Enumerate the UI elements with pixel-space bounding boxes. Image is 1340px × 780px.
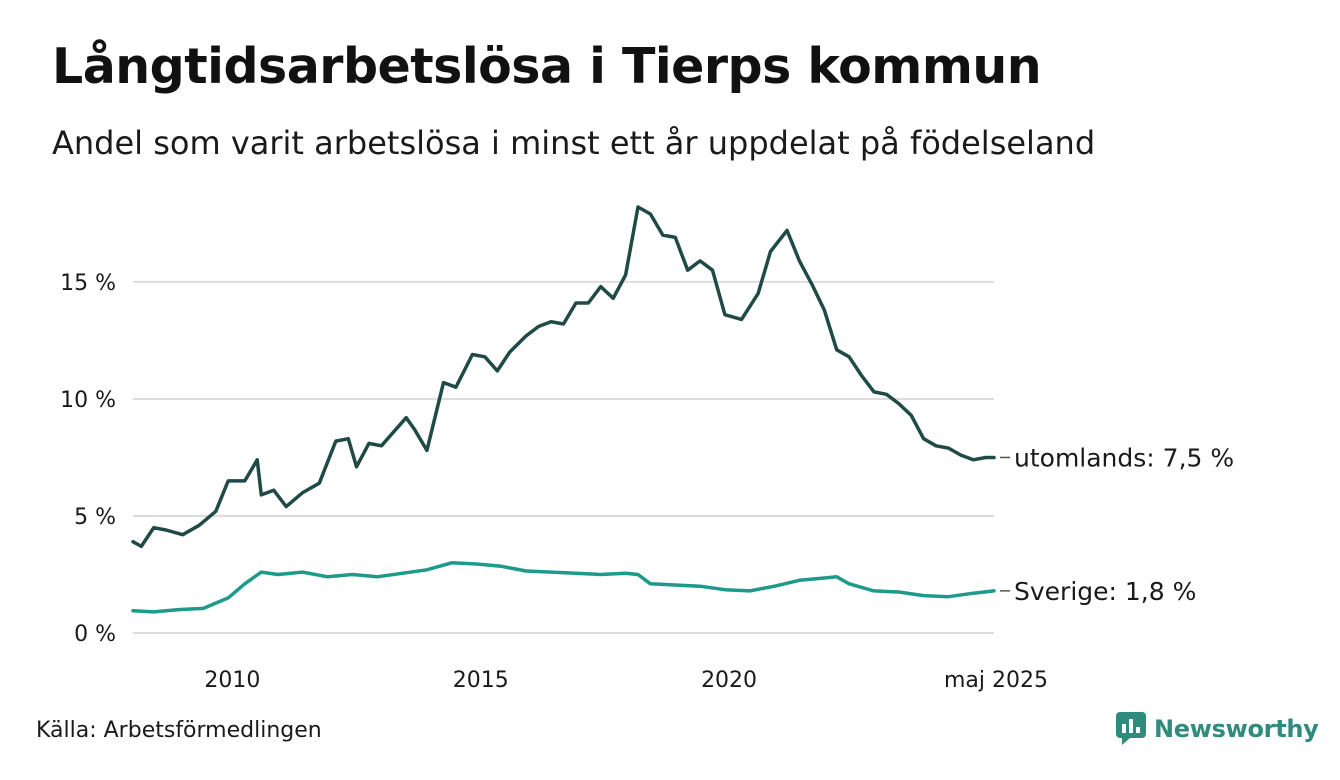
brand-name: Newsworthy (1154, 715, 1319, 743)
chart-title: Långtidsarbetslösa i Tierps kommun (52, 38, 1042, 95)
newsworthy-logo-icon (1116, 712, 1146, 745)
y-tick-label: 15 % (60, 271, 116, 296)
y-axis-ticks: 0 % 5 % 10 % 15 % (60, 271, 116, 647)
y-tick-label: 10 % (60, 388, 116, 413)
brand-logo[interactable]: Newsworthy (1116, 712, 1319, 746)
x-tick-label: 2010 (204, 668, 260, 693)
x-tick-label: maj 2025 (944, 668, 1048, 693)
x-tick-label: 2020 (701, 668, 757, 693)
y-tick-label: 0 % (74, 622, 116, 647)
x-axis-ticks: 2010 2015 2020 maj 2025 (204, 668, 1048, 693)
end-labels: utomlands: 7,5 % Sverige: 1,8 % (1000, 443, 1234, 606)
source-note: Källa: Arbetsförmedlingen (36, 718, 322, 743)
series-line-utomlands (131, 205, 996, 549)
y-tick-label: 5 % (74, 505, 116, 530)
series-line-sverige (131, 561, 996, 614)
end-label-utomlands: utomlands: 7,5 % (1014, 443, 1234, 472)
x-tick-label: 2015 (453, 668, 509, 693)
grid-lines (133, 280, 994, 634)
end-label-sverige: Sverige: 1,8 % (1014, 577, 1196, 606)
chart-subtitle: Andel som varit arbetslösa i minst ett å… (52, 124, 1096, 162)
series-lines (131, 205, 996, 614)
